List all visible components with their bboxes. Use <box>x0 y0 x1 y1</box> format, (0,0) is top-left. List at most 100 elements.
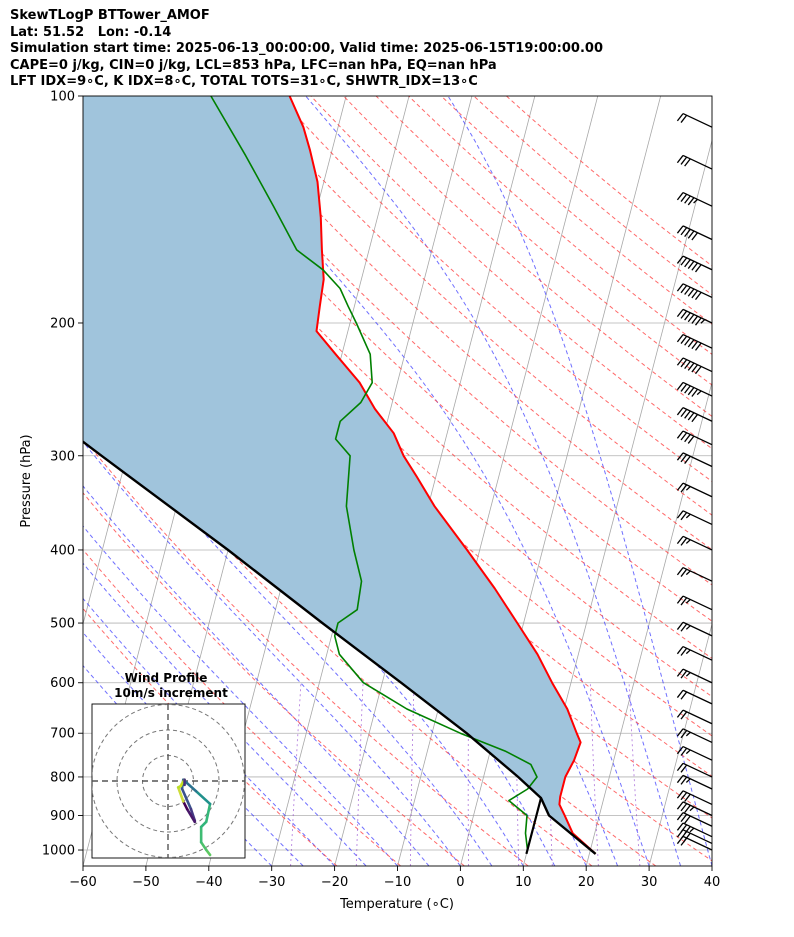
barb-feather <box>684 826 691 835</box>
moist-adiabat <box>182 96 650 866</box>
barb-feather <box>680 803 688 812</box>
barb-feather <box>694 264 702 273</box>
cin-shading <box>83 96 596 854</box>
barb-feather <box>676 510 684 519</box>
y-tick-label: 1000 <box>42 844 75 859</box>
barb-staff <box>682 621 713 637</box>
barb-feather <box>687 314 695 323</box>
dry-adiabat <box>212 96 712 551</box>
y-tick-label: 100 <box>50 90 75 105</box>
barb-feather <box>680 310 688 319</box>
barb-feather <box>676 225 684 234</box>
barb-feather <box>676 113 684 122</box>
dry-adiabat <box>245 96 712 516</box>
y-tick-label: 400 <box>50 543 75 558</box>
wind-barb <box>676 191 713 207</box>
barb-feather <box>680 484 688 493</box>
hodograph-subtitle: 10m/s increment <box>114 686 228 700</box>
parcel-indices-line: CAPE=0 j/kg, CIN=0 j/kg, LCL=853 hPa, LF… <box>10 57 497 73</box>
wind-barb <box>676 745 713 761</box>
x-tick-label: −60 <box>69 875 96 890</box>
dry-adiabat <box>83 607 338 866</box>
barb-staff <box>682 595 713 611</box>
barb-feather <box>685 539 691 544</box>
barb-feather <box>676 595 684 604</box>
barb-feather <box>676 452 684 461</box>
isotherm <box>83 96 95 143</box>
dewpoint-line <box>210 96 538 851</box>
barb-feather <box>685 625 691 630</box>
barb-feather <box>684 259 691 268</box>
barb-staff <box>682 829 713 844</box>
barb-feather <box>685 486 691 491</box>
barb-feather <box>676 357 684 366</box>
barb-staff <box>682 668 713 684</box>
barb-feather <box>676 567 684 576</box>
barb-feather <box>680 747 688 756</box>
barb-feather <box>680 792 688 801</box>
wind-barb <box>676 790 713 806</box>
cape-shading <box>83 96 596 854</box>
wind-barb <box>676 774 713 790</box>
wind-barb <box>676 535 713 551</box>
barb-feather <box>685 749 691 755</box>
barb-staff <box>682 762 713 778</box>
barb-feather <box>676 334 684 343</box>
barb-feather <box>680 227 688 236</box>
wind-barb <box>676 822 713 838</box>
wind-barb <box>676 154 713 170</box>
barb-feather <box>694 342 702 351</box>
wind-barb <box>676 595 713 611</box>
barb-feather <box>685 598 691 604</box>
barb-feather <box>687 339 695 348</box>
barb-staff <box>682 535 713 551</box>
barb-feather <box>680 114 688 123</box>
barb-feather <box>685 570 691 576</box>
y-tick-label: 700 <box>50 727 75 742</box>
barb-feather <box>684 195 691 204</box>
barb-feather <box>684 832 691 841</box>
barb-staff <box>682 112 713 128</box>
barb-feather <box>689 806 695 812</box>
barb-feather <box>680 257 688 266</box>
hodograph-segment <box>199 840 208 852</box>
barb-feather <box>680 597 688 606</box>
barb-feather <box>680 512 688 521</box>
moist-adiabat <box>83 441 461 866</box>
hodograph-segment <box>176 786 185 803</box>
chart-title: SkewTLogP BTTower_AMOF <box>10 8 210 23</box>
barb-staff <box>682 745 713 761</box>
wind-barb <box>676 510 713 526</box>
moist-adiabat <box>83 562 367 866</box>
wind-barb <box>676 621 713 637</box>
y-tick-label: 800 <box>50 770 75 785</box>
isotherm <box>585 380 712 866</box>
barb-feather <box>680 623 688 632</box>
wind-barb <box>676 357 713 375</box>
barb-feather <box>685 672 691 677</box>
isotherm <box>397 96 599 866</box>
barb-feather <box>676 407 684 416</box>
barb-feather <box>691 262 699 271</box>
x-axis-label: Temperature (∘C) <box>339 897 454 912</box>
barb-feather <box>696 390 702 396</box>
barb-feather <box>689 827 695 833</box>
barb-feather <box>676 790 684 799</box>
isotherm <box>775 96 794 866</box>
hodograph-title: Wind Profile <box>125 671 208 685</box>
barb-staff <box>682 430 713 446</box>
wind-barb <box>676 801 713 817</box>
barb-feather <box>680 670 688 679</box>
barb-feather <box>676 255 684 264</box>
barb-staff <box>682 452 713 468</box>
hodograph-segment <box>204 802 212 824</box>
barb-staff <box>682 689 713 705</box>
barb-feather <box>680 764 688 773</box>
barb-feather <box>684 434 691 443</box>
barb-feather <box>676 646 684 655</box>
barb-feather <box>684 385 691 394</box>
wind-barb <box>676 668 713 684</box>
barb-feather <box>680 193 688 202</box>
barb-feather <box>684 410 691 419</box>
